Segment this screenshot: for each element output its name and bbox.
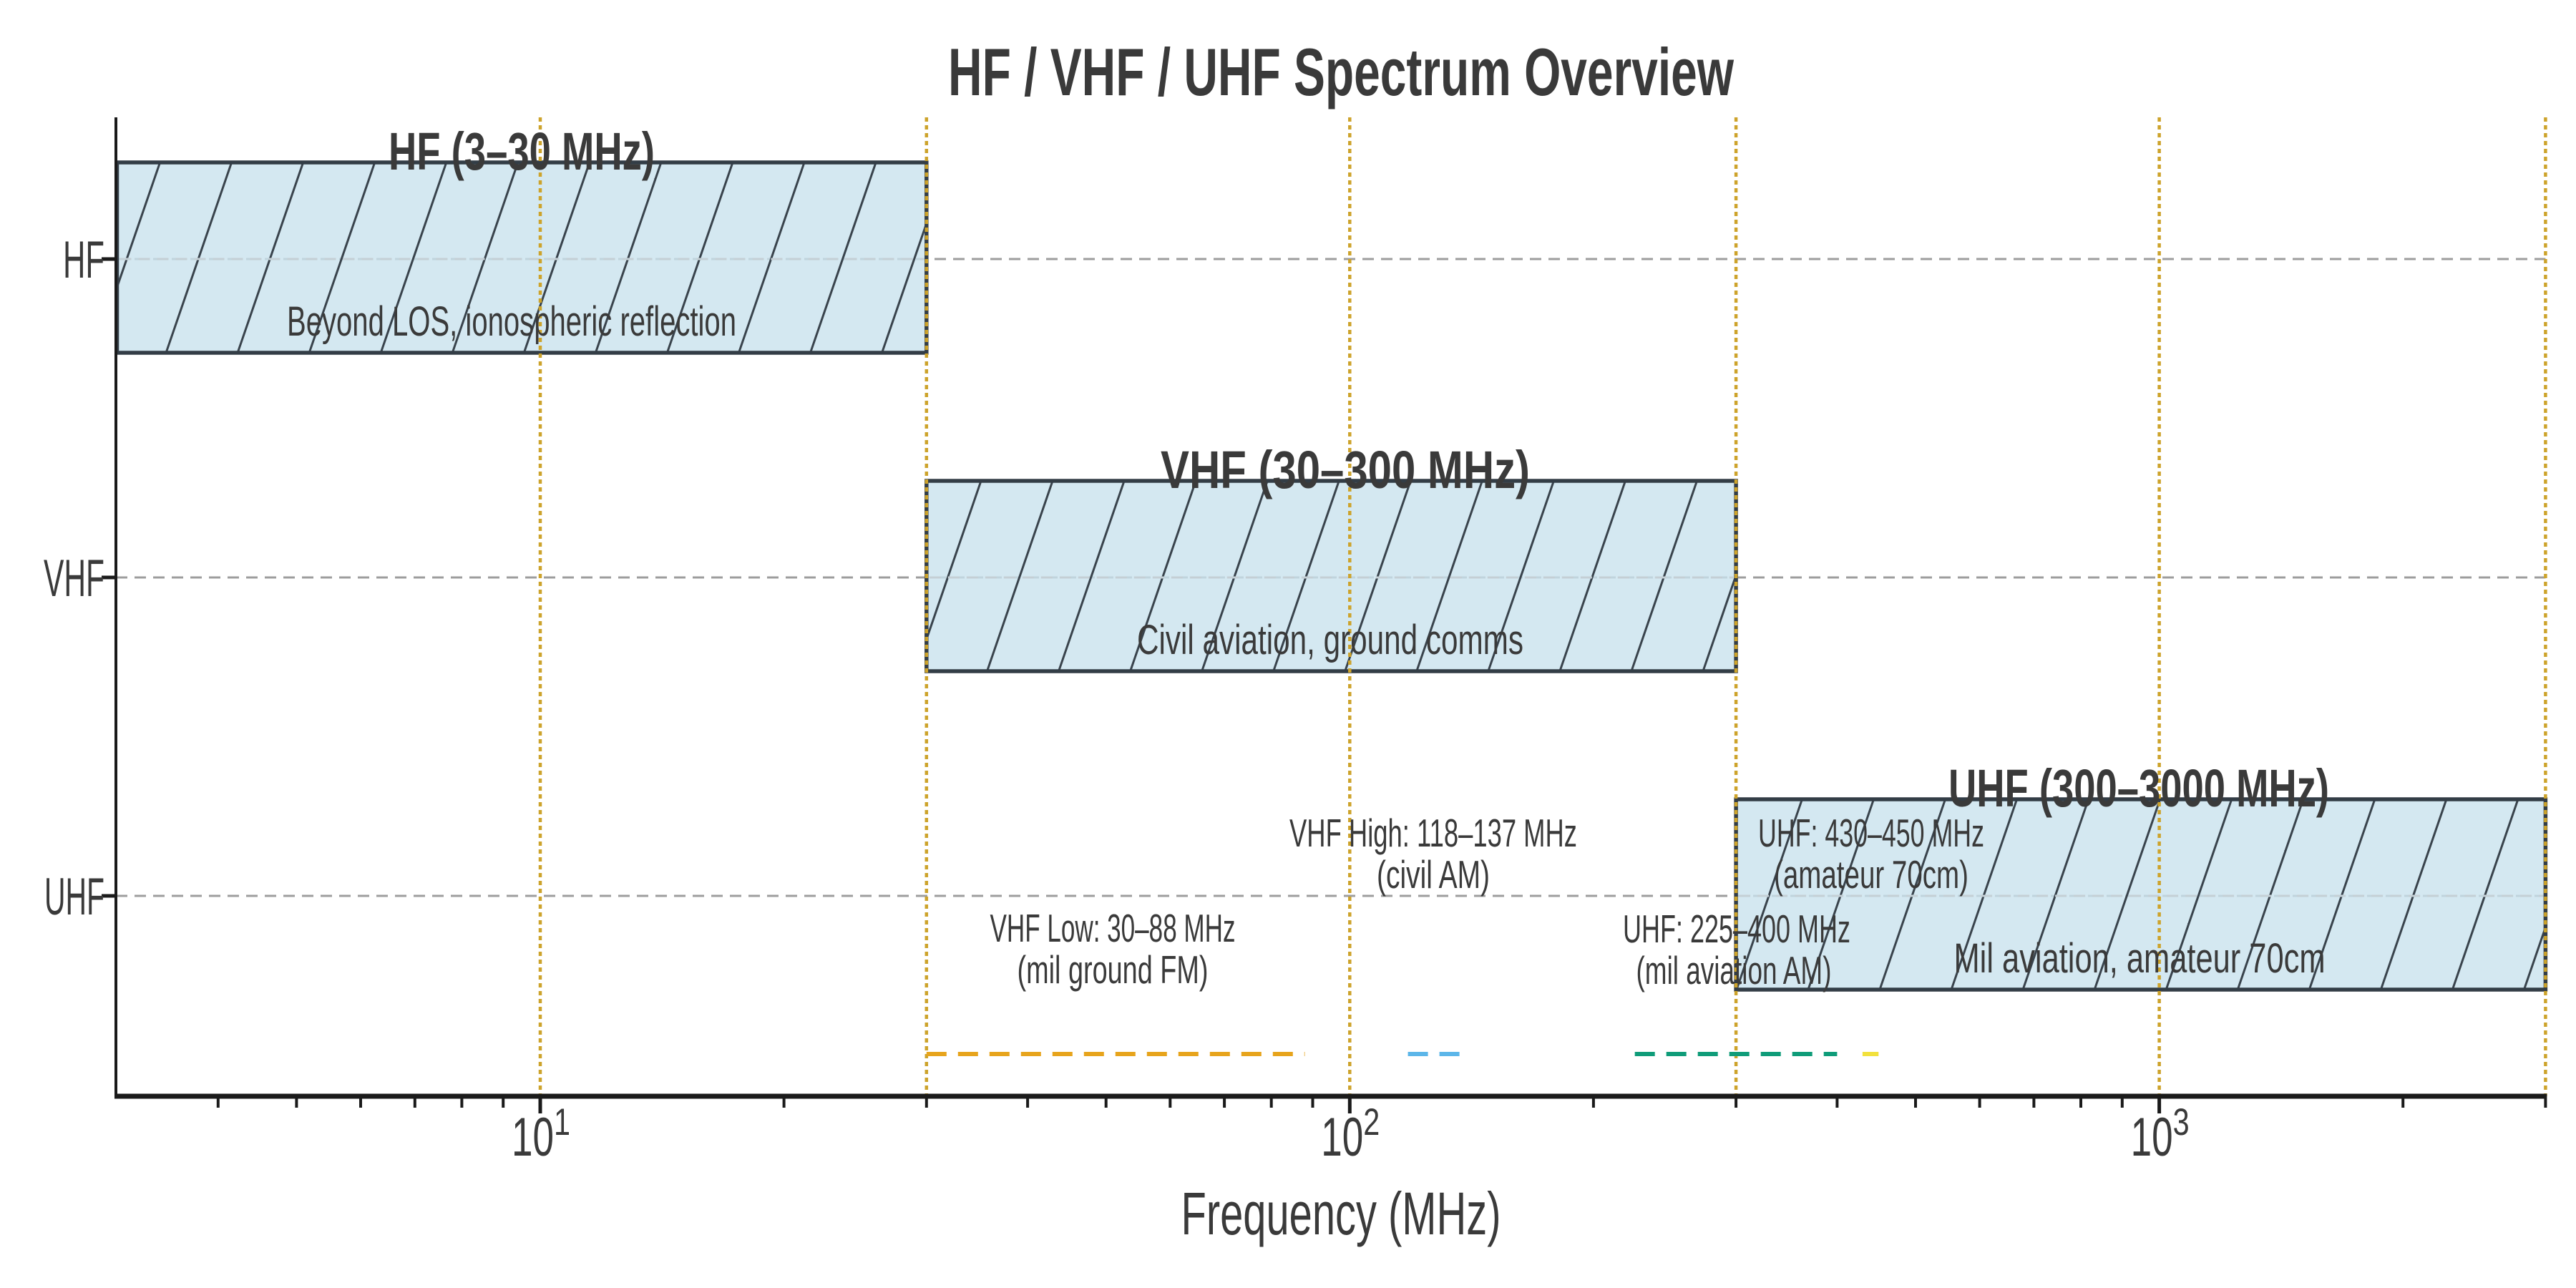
svg-text:3: 3	[2173, 1101, 2190, 1143]
svg-text:10: 10	[1321, 1107, 1363, 1168]
svg-text:2: 2	[1363, 1101, 1380, 1143]
svg-text:10: 10	[2131, 1107, 2173, 1168]
svg-text:1: 1	[554, 1101, 570, 1143]
svg-text:(mil ground FM): (mil ground FM)	[1018, 947, 1209, 992]
svg-text:Mil aviation, amateur 70cm: Mil aviation, amateur 70cm	[1954, 935, 2326, 982]
svg-text:Civil aviation, ground comms: Civil aviation, ground comms	[1137, 617, 1523, 663]
svg-text:VHF High: 118–137 MHz: VHF High: 118–137 MHz	[1289, 811, 1577, 855]
svg-text:VHF: VHF	[44, 550, 104, 608]
svg-text:HF: HF	[63, 231, 104, 289]
svg-text:UHF: UHF	[44, 868, 104, 926]
svg-text:VHF Low: 30–88 MHz: VHF Low: 30–88 MHz	[990, 906, 1236, 950]
svg-text:UHF (300–3000 MHz): UHF (300–3000 MHz)	[1948, 758, 2329, 818]
svg-text:Frequency (MHz): Frequency (MHz)	[1181, 1180, 1501, 1247]
svg-text:HF (3–30 MHz): HF (3–30 MHz)	[389, 122, 655, 181]
svg-text:10: 10	[512, 1107, 554, 1168]
svg-text:(civil AM): (civil AM)	[1377, 852, 1490, 897]
svg-text:VHF (30–300 MHz): VHF (30–300 MHz)	[1161, 440, 1530, 499]
svg-text:UHF: 430–450 MHz: UHF: 430–450 MHz	[1758, 811, 1984, 855]
svg-text:HF / VHF / UHF Spectrum Overvi: HF / VHF / UHF Spectrum Overview	[948, 34, 1735, 109]
svg-text:UHF: 225–400 MHz: UHF: 225–400 MHz	[1623, 907, 1850, 951]
svg-text:(amateur 70cm): (amateur 70cm)	[1774, 852, 1968, 897]
svg-text:(mil aviation AM): (mil aviation AM)	[1636, 948, 1832, 992]
svg-text:Beyond LOS, ionospheric reflec: Beyond LOS, ionospheric reflection	[287, 298, 736, 345]
